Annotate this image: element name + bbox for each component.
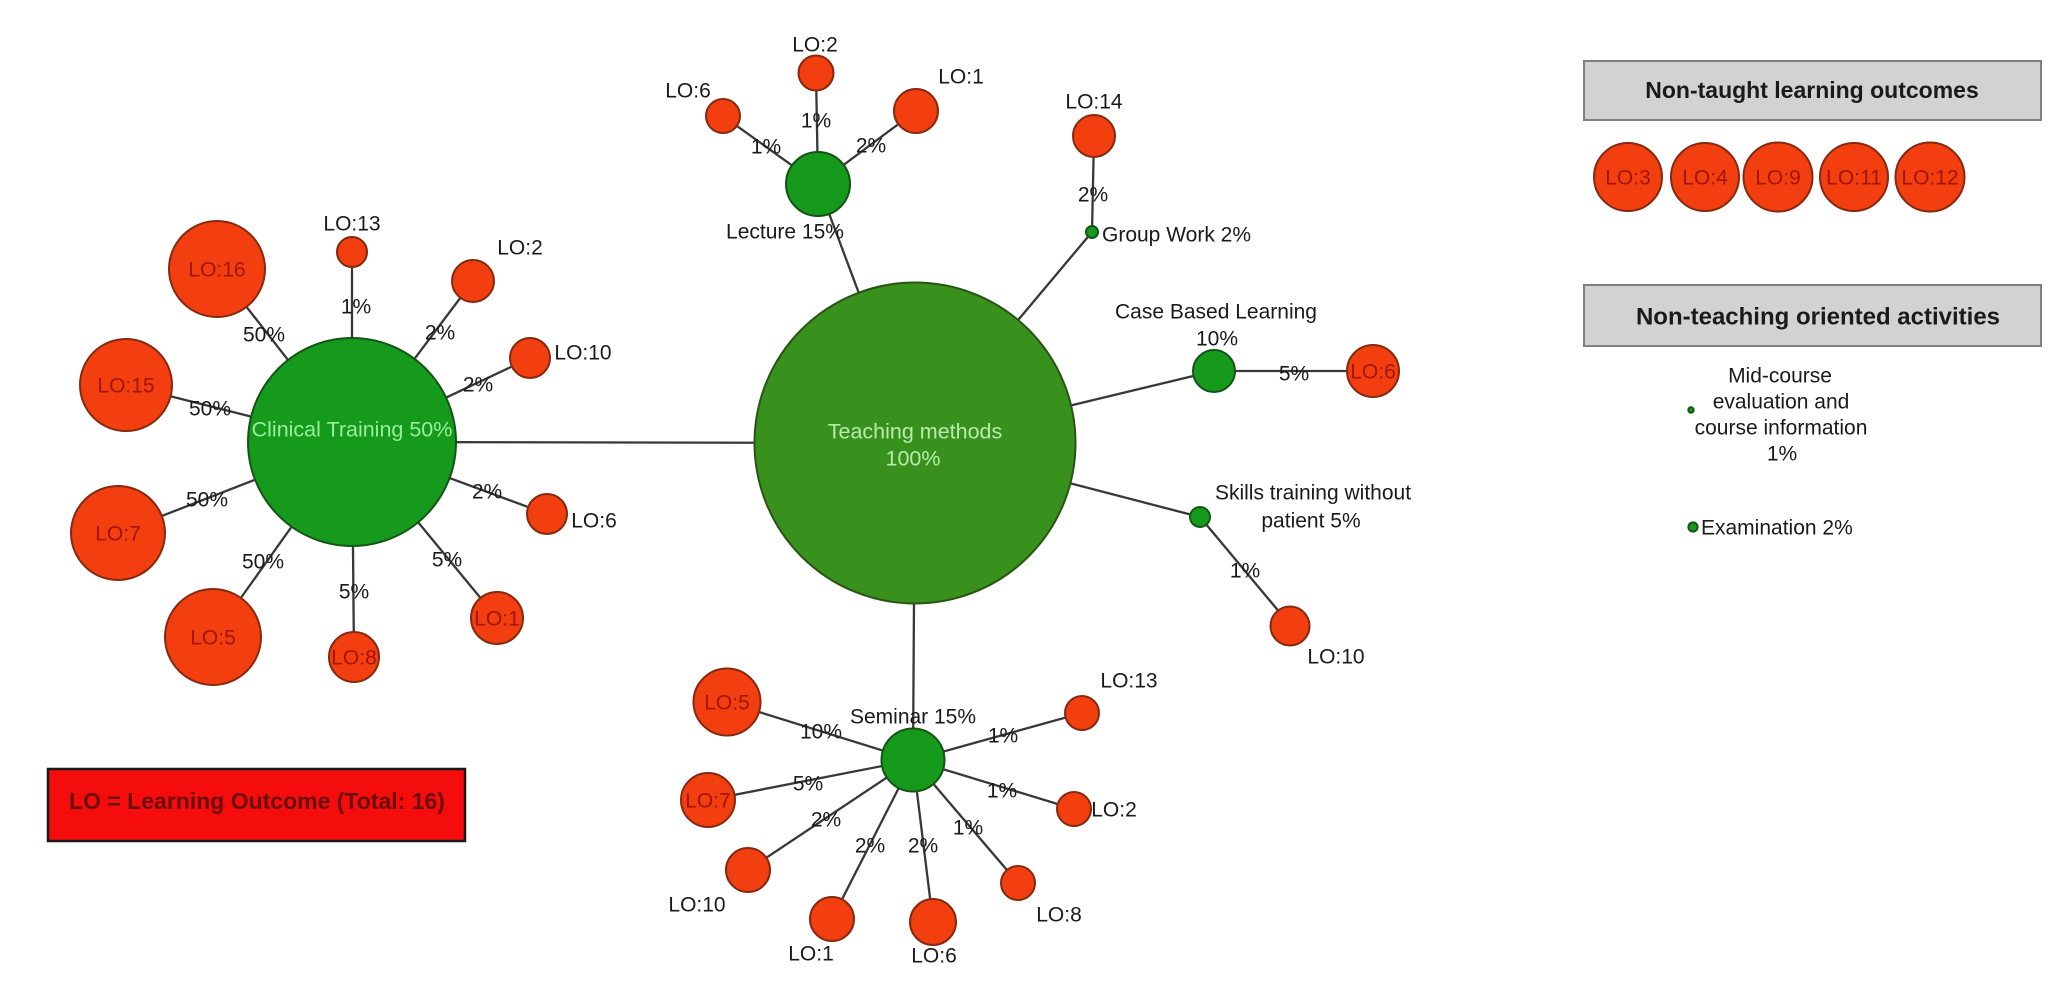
- svg-text:evaluation and: evaluation and: [1713, 390, 1850, 413]
- svg-text:Skills training without: Skills training without: [1215, 481, 1411, 504]
- svg-text:LO:3: LO:3: [1605, 166, 1651, 189]
- svg-text:LO:8: LO:8: [331, 646, 377, 669]
- svg-text:2%: 2%: [1078, 183, 1108, 206]
- svg-text:LO:10: LO:10: [1307, 645, 1364, 668]
- svg-text:LO:11: LO:11: [1826, 166, 1882, 189]
- svg-text:Examination 2%: Examination 2%: [1701, 516, 1853, 539]
- svg-text:1%: 1%: [987, 779, 1017, 802]
- svg-text:1%: 1%: [988, 724, 1018, 747]
- svg-text:LO:7: LO:7: [95, 522, 141, 545]
- svg-text:5%: 5%: [432, 548, 462, 571]
- svg-text:LO:1: LO:1: [788, 942, 834, 965]
- svg-text:LO:13: LO:13: [1100, 669, 1157, 692]
- svg-text:LO:6: LO:6: [665, 79, 711, 102]
- svg-text:5%: 5%: [793, 772, 823, 795]
- svg-text:LO:16: LO:16: [188, 258, 245, 281]
- svg-text:1%: 1%: [1230, 559, 1260, 582]
- svg-text:LO:2: LO:2: [1091, 798, 1137, 821]
- svg-text:Case Based Learning: Case Based Learning: [1115, 300, 1317, 323]
- svg-text:Non-teaching oriented activiti: Non-teaching oriented activities: [1636, 304, 2000, 331]
- svg-text:LO:15: LO:15: [97, 374, 154, 397]
- svg-text:LO:2: LO:2: [497, 236, 543, 259]
- svg-text:LO:6: LO:6: [1350, 360, 1396, 383]
- svg-text:LO:6: LO:6: [911, 944, 957, 967]
- svg-text:LO:6: LO:6: [571, 509, 617, 532]
- svg-text:LO:10: LO:10: [668, 893, 725, 916]
- svg-text:LO:4: LO:4: [1682, 166, 1728, 189]
- svg-text:5%: 5%: [1279, 362, 1309, 385]
- svg-text:5%: 5%: [339, 580, 369, 603]
- svg-text:LO:12: LO:12: [1901, 166, 1958, 189]
- svg-text:2%: 2%: [472, 480, 502, 503]
- svg-text:LO:10: LO:10: [554, 341, 611, 364]
- svg-text:LO:5: LO:5: [190, 626, 236, 649]
- svg-text:patient 5%: patient 5%: [1261, 509, 1360, 532]
- svg-text:2%: 2%: [856, 134, 886, 157]
- svg-text:1%: 1%: [751, 135, 781, 158]
- svg-text:2%: 2%: [425, 321, 455, 344]
- svg-text:LO:5: LO:5: [704, 691, 750, 714]
- svg-text:Seminar 15%: Seminar 15%: [850, 705, 976, 728]
- svg-text:1%: 1%: [341, 295, 371, 318]
- svg-text:LO:7: LO:7: [685, 789, 731, 812]
- svg-text:Clinical Training 50%: Clinical Training 50%: [252, 418, 453, 442]
- svg-text:50%: 50%: [189, 397, 231, 420]
- svg-text:10%: 10%: [800, 720, 842, 743]
- svg-text:1%: 1%: [953, 816, 983, 839]
- svg-text:50%: 50%: [242, 550, 284, 573]
- svg-text:LO:1: LO:1: [474, 607, 520, 630]
- svg-text:1%: 1%: [1767, 442, 1797, 465]
- svg-text:LO:14: LO:14: [1065, 90, 1123, 113]
- svg-text:2%: 2%: [463, 373, 493, 396]
- svg-text:Teaching methods: Teaching methods: [828, 420, 1003, 444]
- svg-text:LO:8: LO:8: [1036, 903, 1082, 926]
- svg-text:1%: 1%: [801, 109, 831, 132]
- svg-text:10%: 10%: [1196, 327, 1238, 350]
- svg-text:2%: 2%: [811, 808, 841, 831]
- svg-text:Non-taught learning outcomes: Non-taught learning outcomes: [1645, 77, 1979, 103]
- svg-text:2%: 2%: [908, 834, 938, 857]
- svg-text:Mid-course: Mid-course: [1728, 364, 1832, 387]
- svg-text:LO:9: LO:9: [1755, 166, 1801, 189]
- svg-text:LO = Learning Outcome (Total:: LO = Learning Outcome (Total: 16): [69, 788, 445, 814]
- svg-text:50%: 50%: [186, 488, 228, 511]
- svg-text:Lecture 15%: Lecture 15%: [726, 220, 844, 243]
- svg-text:50%: 50%: [243, 323, 285, 346]
- svg-text:Group Work 2%: Group Work 2%: [1102, 223, 1251, 246]
- svg-text:course information: course information: [1695, 416, 1868, 439]
- svg-text:LO:13: LO:13: [323, 212, 380, 235]
- svg-text:100%: 100%: [886, 447, 941, 471]
- svg-text:LO:2: LO:2: [792, 33, 838, 56]
- svg-text:2%: 2%: [855, 834, 885, 857]
- svg-text:LO:1: LO:1: [938, 65, 984, 88]
